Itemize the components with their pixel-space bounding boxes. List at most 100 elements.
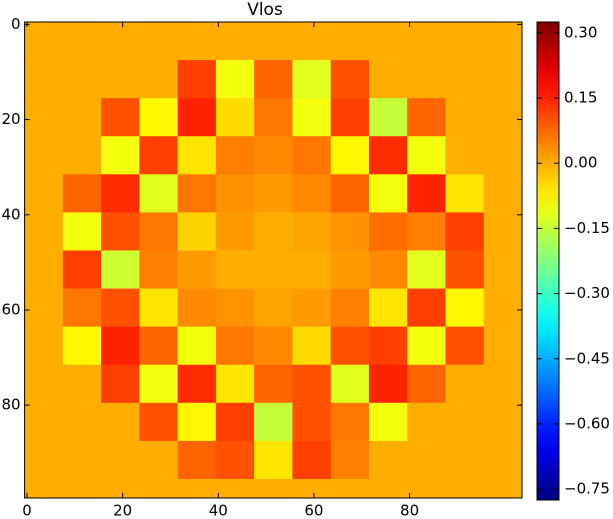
heatmap-cell [62,478,102,498]
heatmap-cell [368,250,408,289]
heatmap-cell [254,174,293,213]
heatmap-cell [445,60,485,99]
heatmap-cell [215,364,255,404]
heatmap-cell [254,98,293,137]
colorbar-tick-label: −0.45 [564,349,610,367]
colorbar-tick-label: −0.30 [564,284,610,302]
heatmap-cell [215,136,255,175]
heatmap-cell [101,212,140,251]
heatmap-cell [407,364,446,404]
heatmap-cell [177,326,217,366]
heatmap-cell [483,250,522,289]
y-tick-label: 40 [2,205,21,223]
heatmap-cell [445,478,485,498]
heatmap-cell [139,364,178,404]
heatmap-cell [483,174,522,213]
heatmap-cell [292,478,331,498]
heatmap-cell [407,478,446,498]
heatmap-cell [101,136,140,175]
heatmap-cell [445,402,485,442]
y-tick-label: 20 [2,110,21,128]
heatmap-cell [215,22,255,61]
heatmap-cell [368,98,408,137]
heatmap-cell [483,288,522,327]
heatmap-cell [177,440,217,480]
heatmap-cell [101,478,140,498]
heatmap-cell [62,136,102,175]
heatmap-cell [101,22,140,61]
heatmap-cell [62,402,102,442]
heatmap-cell [407,136,446,175]
heatmap-cell [407,60,446,99]
heatmap-cell [101,98,140,137]
heatmap-cell [254,440,293,480]
heatmap [24,22,522,498]
heatmap-cell [62,98,102,137]
heatmap-cell [407,98,446,137]
heatmap-cell [215,174,255,213]
heatmap-cell [101,440,140,480]
x-tick-label: 0 [22,502,32,519]
heatmap-cell [24,440,64,480]
x-tick-label: 40 [209,502,228,519]
heatmap-cell [368,212,408,251]
heatmap-cell [139,250,178,289]
heatmap-cell [254,326,293,366]
heatmap-cell [24,478,64,498]
heatmap-cell [177,22,217,61]
heatmap-cell [24,136,64,175]
heatmap-cell [292,288,331,327]
heatmap-cell [139,478,178,498]
heatmap-cell [483,212,522,251]
heatmap-cell [292,212,331,251]
heatmap-cell [445,22,485,61]
heatmap-cell [330,326,370,366]
heatmap-cell [483,326,522,366]
heatmap-cell [292,402,331,442]
heatmap-cell [24,402,64,442]
heatmap-cell [101,364,140,404]
heatmap-cell [215,98,255,137]
heatmap-cell [368,364,408,404]
heatmap-cell [330,98,370,137]
heatmap-cell [139,22,178,61]
heatmap-cell [24,98,64,137]
heatmap-cell [368,136,408,175]
heatmap-cell [330,288,370,327]
heatmap-cell [292,22,331,61]
heatmap-cell [139,440,178,480]
heatmap-cell [330,60,370,99]
heatmap-cell [101,326,140,366]
heatmap-cell [330,478,370,498]
heatmap-cell [330,364,370,404]
heatmap-cell [445,136,485,175]
heatmap-cell [483,364,522,404]
heatmap-cell [330,136,370,175]
heatmap-cell [407,174,446,213]
heatmap-cell [407,212,446,251]
heatmap-cell [62,174,102,213]
heatmap-cell [330,212,370,251]
heatmap-cell [445,440,485,480]
heatmap-cell [215,212,255,251]
heatmap-cell [292,98,331,137]
heatmap-cell [330,250,370,289]
heatmap-cell [101,60,140,99]
plot-frame [24,21,523,499]
heatmap-cell [483,98,522,137]
heatmap-cell [254,478,293,498]
heatmap-cell [215,326,255,366]
heatmap-cell [292,250,331,289]
heatmap-cell [254,212,293,251]
heatmap-cell [24,326,64,366]
heatmap-cell [330,22,370,61]
heatmap-cell [483,440,522,480]
heatmap-cell [254,364,293,404]
heatmap-cell [445,326,485,366]
heatmap-cell [62,250,102,289]
heatmap-cell [139,402,178,442]
heatmap-cell [24,174,64,213]
heatmap-cell [215,478,255,498]
heatmap-cell [101,174,140,213]
